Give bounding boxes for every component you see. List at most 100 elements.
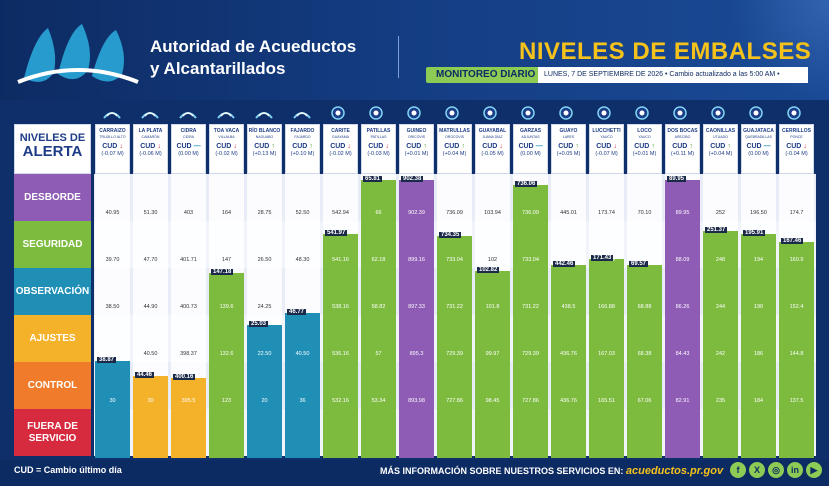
- reservoir-card: CERRILLOS PONCE CUD ↓ (-0.04 M): [779, 124, 814, 174]
- cud-label: CUD ↑: [254, 143, 275, 150]
- arrow-up-icon: ↑: [651, 143, 655, 150]
- reservoir-column: 252 248 244 242 235 251.37: [703, 174, 738, 458]
- threshold-value: 445.01: [560, 210, 577, 216]
- level-fill: [475, 270, 510, 458]
- dash-icon: —: [763, 143, 771, 150]
- threshold-value: 52.50: [295, 210, 310, 216]
- threshold-value: 165.51: [598, 398, 615, 404]
- threshold-value: 67.06: [637, 398, 652, 404]
- reservoir-name: GUINEO ORICOVIS: [400, 128, 433, 140]
- current-level: 25.03: [249, 320, 269, 327]
- level-fill: [779, 242, 814, 458]
- threshold-value: 103.94: [484, 210, 501, 216]
- reservoir-location: FAJARDO: [294, 135, 311, 139]
- threshold-value: 895.3: [409, 351, 424, 357]
- cud-change: (-0.02 M): [329, 151, 352, 157]
- arrow-down-icon: ↓: [803, 143, 807, 150]
- threshold-value: 440.13: [551, 257, 586, 263]
- current-level: 167.46: [781, 238, 804, 245]
- facebook-icon[interactable]: f: [730, 462, 746, 478]
- reservoir-column: 736.09 733.04 731.22 729.39 727.86 736.06: [513, 174, 548, 458]
- cud-change: (0.00 M): [520, 151, 541, 157]
- water-drop-icon: [103, 106, 121, 124]
- arrow-up-icon: ↑: [271, 143, 275, 150]
- reservoir-table: NIVELES DE ALERTA DESBORDE SEGURIDAD OBSER…: [14, 104, 816, 460]
- reservoir-card: MATRULLAS OROCOVIS CUD ↑ (+0.04 M): [437, 124, 472, 174]
- threshold-value: 436.76: [560, 351, 577, 357]
- threshold-value: 137.5: [789, 398, 804, 404]
- reservoir-card: LOCO YAUCO CUD ↑ (+0.01 M): [627, 124, 662, 174]
- water-drop-icon: [255, 106, 273, 124]
- water-drop-icon: [217, 106, 235, 124]
- current-level: 251.37: [705, 226, 728, 233]
- reservoir-column: 902.39 899.16 897.33 895.3 893.98 902.38: [399, 174, 434, 458]
- cud-label: CUD ↑: [406, 143, 427, 150]
- arrow-up-icon: ↑: [575, 143, 579, 150]
- threshold-value: 242: [715, 351, 726, 357]
- cud-label: CUD —: [746, 143, 771, 150]
- website-link[interactable]: acueductos.pr.gov: [625, 465, 724, 477]
- current-level: 102.82: [477, 266, 500, 273]
- threshold-value: 98.45: [485, 398, 500, 404]
- agency-line-2: y Alcantarillados: [150, 59, 286, 78]
- arrow-down-icon: ↓: [499, 143, 503, 150]
- cud-label: CUD ↓: [368, 143, 389, 150]
- threshold-value: 174.7: [789, 210, 804, 216]
- threshold-value: 22.50: [257, 351, 272, 357]
- threshold-value: 47.70: [143, 257, 158, 263]
- arrow-up-icon: ↑: [689, 143, 693, 150]
- reservoir-title: CARITE: [331, 128, 350, 134]
- current-level: 46.77: [287, 309, 307, 316]
- level-fill: [171, 378, 206, 458]
- threshold-value: 736.09: [446, 210, 463, 216]
- cud-label: CUD ↑: [292, 143, 313, 150]
- alert-level-4: CONTROL: [14, 362, 91, 409]
- threshold-value: 536.16: [332, 351, 349, 357]
- cud-label: CUD ↓: [786, 143, 807, 150]
- x-icon[interactable]: X: [749, 462, 765, 478]
- alert-level-2: OBSERVACIÓN: [14, 268, 91, 315]
- threshold-value: 24.25: [257, 304, 272, 310]
- dam-icon: [445, 106, 463, 124]
- level-fill: [285, 313, 320, 458]
- reservoir-column: 445.01 440.13 438.5 436.76 436.76 442.46: [551, 174, 586, 458]
- linkedin-icon[interactable]: in: [787, 462, 803, 478]
- reservoir-name: DOS BOCAS ARECIBO: [666, 128, 699, 140]
- reservoir-name: CIDRA CIDRA: [172, 128, 205, 140]
- instagram-icon[interactable]: ◎: [768, 462, 784, 478]
- youtube-icon[interactable]: ▶: [806, 462, 822, 478]
- threshold-value: 44.90: [143, 304, 158, 310]
- threshold-value: 244: [715, 304, 726, 310]
- threshold-value: 403: [183, 210, 194, 216]
- title-part-2: EMBALSES: [673, 38, 812, 65]
- threshold-value: 196.50: [750, 210, 767, 216]
- current-level: 65.81: [363, 175, 383, 182]
- agency-name: Autoridad de Acueductos y Alcantarillado…: [150, 36, 356, 80]
- current-level: 902.38: [401, 175, 424, 182]
- reservoir-card: LA PLATA CAMARÓN CUD ↓ (-0.06 M): [133, 124, 168, 174]
- cud-change: (+0.04 M): [442, 151, 467, 157]
- reservoir-column: 174.7 160.9 152.4 144.8 137.5 167.46: [779, 174, 814, 458]
- reservoir-column: 89.95 88.09 86.26 84.43 82.91 89.95: [665, 174, 700, 458]
- threshold-value: 727.86: [446, 398, 463, 404]
- dam-icon: [521, 106, 539, 124]
- cud-change: (+0.04 M): [708, 151, 733, 157]
- reservoir-name: CARITE GUAYAMA: [324, 128, 357, 140]
- reservoir-location: NAGUABO: [255, 135, 274, 139]
- threshold-value: 28.75: [257, 210, 272, 216]
- water-drop-icon: [141, 106, 159, 124]
- dam-icon: [407, 106, 425, 124]
- threshold-value: 152.4: [789, 304, 804, 310]
- level-fill: [133, 375, 168, 458]
- level-fill: [247, 324, 282, 458]
- threshold-value: 68.38: [637, 351, 652, 357]
- monitoring-badge: MONITOREO DIARIO: [426, 67, 546, 83]
- current-level: 69.57: [629, 260, 649, 267]
- current-level: 89.95: [667, 175, 687, 182]
- reservoir-title: FAJARDO: [290, 128, 315, 134]
- cud-label: CUD ↑: [672, 143, 693, 150]
- current-level: 734.35: [439, 232, 462, 239]
- threshold-value: 166.88: [598, 304, 615, 310]
- reservoir-location: PATILLAS: [370, 135, 387, 139]
